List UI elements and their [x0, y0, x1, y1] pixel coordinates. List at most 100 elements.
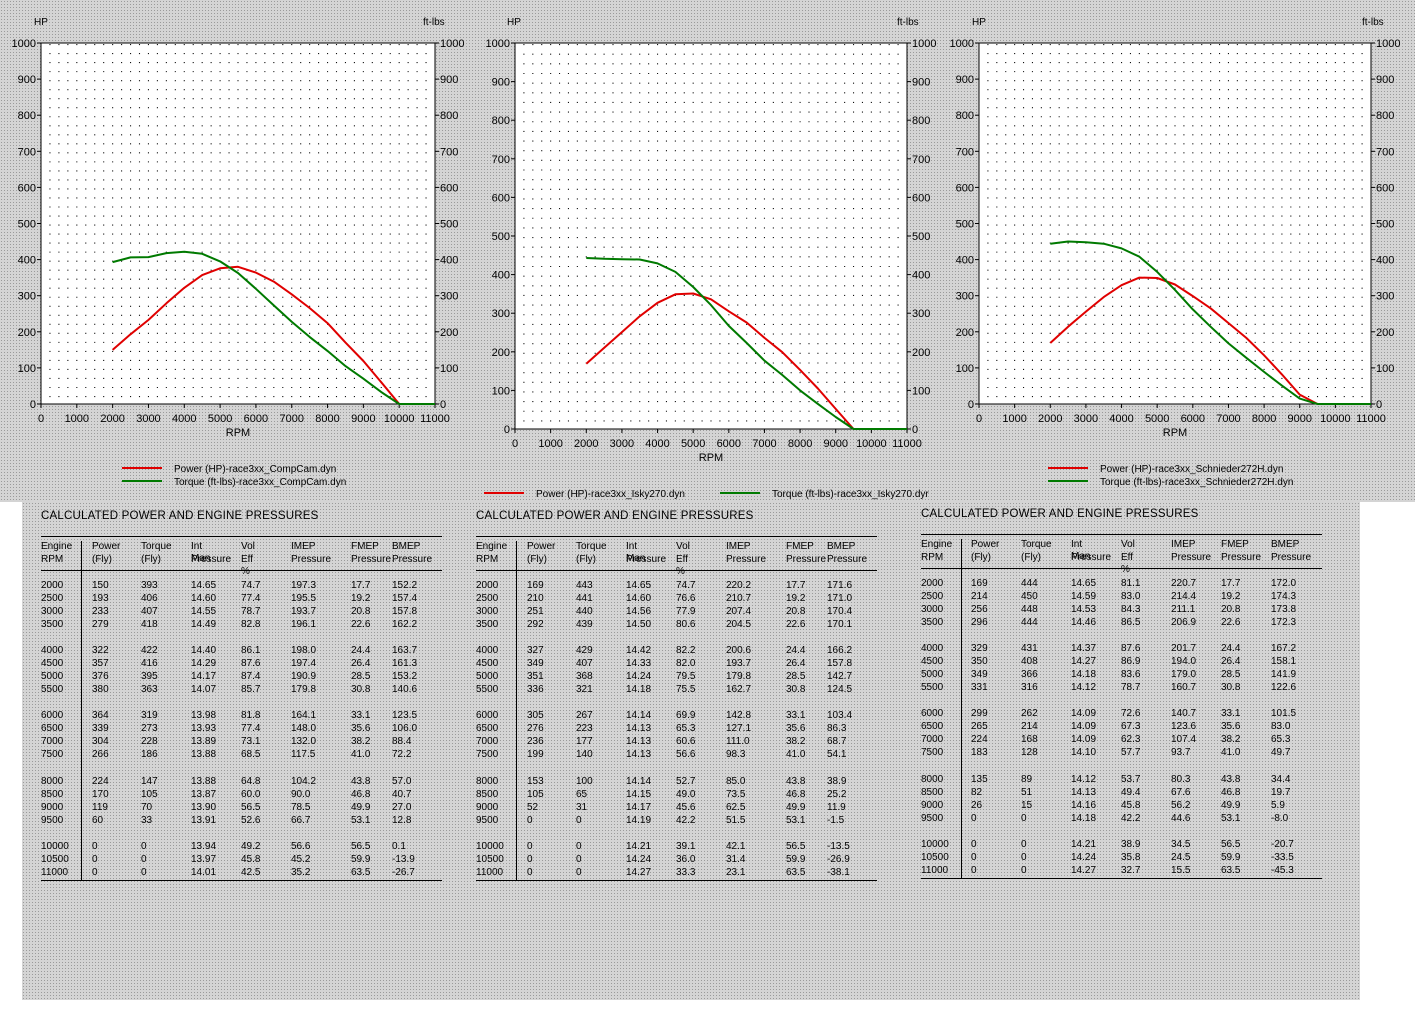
table-cell: 214 — [1021, 721, 1038, 733]
table-cell: 30.8 — [786, 684, 806, 696]
table-cell: -38.1 — [827, 866, 850, 878]
table-cell: 14.53 — [1071, 604, 1097, 615]
y2-tick-label: 400 — [1376, 255, 1394, 267]
table-cell: 168 — [1021, 734, 1038, 746]
table-cell: 6000 — [41, 710, 64, 722]
y-tick-label: 0 — [504, 424, 510, 436]
table-cell: 64.8 — [241, 775, 261, 787]
y-tick-label: 200 — [956, 327, 974, 339]
column-header-sub: Pressure — [351, 554, 392, 565]
table-cell: 10000 — [41, 840, 69, 852]
table-cell: 14.56 — [626, 606, 652, 617]
y2-tick-label: 0 — [912, 424, 918, 436]
table-cell: 33.3 — [676, 866, 696, 878]
table-cell: 204.5 — [726, 619, 752, 630]
table-cell: 167.2 — [1271, 643, 1297, 655]
table-cell: 42.1 — [726, 840, 746, 852]
column-header: Int Man — [626, 541, 646, 564]
x-tick-label: 11000 — [892, 438, 922, 450]
table-cell: 0 — [576, 840, 582, 852]
table-header-rule — [41, 570, 442, 571]
y-tick-label: 500 — [492, 231, 510, 243]
table-cell: 67.3 — [1121, 721, 1141, 733]
table-cell: 13.90 — [191, 801, 217, 813]
table-cell: 87.6 — [241, 658, 261, 670]
table-cell: 150 — [92, 580, 109, 591]
table-cell: 105 — [141, 788, 158, 800]
table-cell: 34.5 — [1171, 838, 1191, 850]
table-cell: 2000 — [476, 580, 499, 591]
table-cell: 38.9 — [827, 775, 847, 787]
table-cell: 35.6 — [786, 723, 806, 735]
table-cell: 7500 — [41, 749, 64, 761]
table-cell: 170 — [92, 788, 109, 800]
table-cell: 179.8 — [291, 684, 317, 696]
column-header-sub: (Fly) — [92, 554, 112, 565]
table-cell: 199 — [527, 749, 544, 761]
plot-area — [40, 42, 436, 405]
table-cell: 198.0 — [291, 645, 317, 657]
x-tick-label: 10000 — [856, 438, 887, 450]
chart-panel-2: HP ft-lbs 0 0 100 100 200 200 300 300 400 400 500 5… — [476, 17, 936, 881]
table-cell: 3500 — [476, 619, 499, 630]
table-cell: 14.14 — [626, 710, 652, 722]
table-cell: 251 — [527, 606, 544, 617]
table-cell: 177 — [576, 736, 593, 748]
table-cell: 52 — [527, 801, 539, 813]
table-title: CALCULATED POWER AND ENGINE PRESSURES — [921, 508, 1199, 520]
table-cell: 43.8 — [351, 775, 371, 787]
table-cell: 15.5 — [1171, 864, 1191, 876]
table-cell: 49.4 — [1121, 786, 1141, 798]
table-column-separator — [81, 541, 82, 880]
table-cell: 422 — [141, 645, 158, 657]
table-cell: 45.2 — [291, 853, 311, 865]
column-header: Engine — [41, 541, 73, 552]
table-cell: 0 — [141, 840, 147, 852]
table-cell: 450 — [1021, 591, 1038, 602]
table-cell: -33.5 — [1271, 851, 1294, 863]
table-cell: 10500 — [41, 853, 69, 865]
table-cell: 0 — [1021, 864, 1027, 876]
table-cell: 0.1 — [392, 840, 406, 852]
column-header: IMEP — [726, 541, 751, 552]
table-cell: 14.21 — [1071, 838, 1097, 850]
y-tick-label: 800 — [18, 110, 36, 122]
table-cell: 0 — [576, 853, 582, 865]
table-cell: 228 — [141, 736, 158, 748]
table-cell: 22.6 — [351, 619, 371, 630]
y2-tick-label: 1000 — [1376, 38, 1400, 50]
table-cell: 104.2 — [291, 775, 317, 787]
y2-tick-label: 500 — [440, 219, 458, 231]
table-cell: 0 — [527, 840, 533, 852]
table-cell: 140 — [576, 749, 593, 761]
table-cell: 7000 — [41, 736, 64, 748]
table-cell: 224 — [92, 775, 109, 787]
table-cell: 90.0 — [291, 788, 311, 800]
column-header-sub: Pressure — [1221, 552, 1262, 563]
table-cell: 169 — [971, 578, 988, 589]
table-cell: 321 — [576, 684, 593, 696]
table-cell: 111.0 — [726, 736, 750, 748]
table-cell: 22.6 — [786, 619, 806, 630]
table-cell: 49.9 — [1221, 799, 1241, 811]
x-tick-label: 10000 — [384, 413, 415, 425]
table-cell: 140.7 — [1171, 708, 1197, 720]
table-cell: 43.8 — [786, 775, 806, 787]
table-cell: 135 — [971, 773, 988, 785]
column-header: BMEP — [392, 541, 421, 552]
table-cell: 86.1 — [241, 645, 261, 657]
table-cell: 0 — [527, 853, 533, 865]
table-cell: 57.7 — [1121, 747, 1141, 759]
table-cell: 14.18 — [1071, 812, 1097, 824]
table-cell: 166.2 — [827, 645, 853, 657]
table-cell: 26.4 — [351, 658, 371, 670]
table-cell: 14.16 — [1071, 799, 1097, 811]
table-cell: 74.7 — [241, 580, 261, 591]
table-cell: 33.1 — [1221, 708, 1241, 720]
table-cell: 172.0 — [1271, 578, 1297, 589]
table-cell: 0 — [92, 866, 98, 878]
column-header: Int Man — [1071, 539, 1091, 562]
legend-entry: Torque (ft-lbs)-race3xx_Isky270.dyr — [772, 489, 929, 500]
y2-tick-label: 1000 — [440, 38, 464, 50]
table-cell: 14.65 — [191, 580, 217, 591]
